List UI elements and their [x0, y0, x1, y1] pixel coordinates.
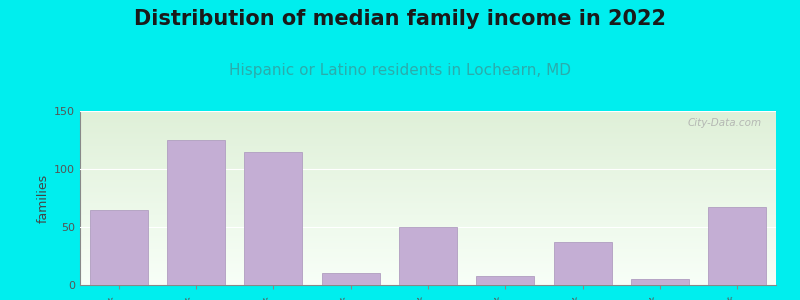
Bar: [708, 207, 766, 285]
Text: City-Data.com: City-Data.com: [688, 118, 762, 128]
Text: Hispanic or Latino residents in Lochearn, MD: Hispanic or Latino residents in Lochearn…: [229, 63, 571, 78]
Bar: [244, 152, 302, 285]
Bar: [554, 242, 612, 285]
Bar: [399, 227, 457, 285]
Bar: [90, 210, 148, 285]
Bar: [631, 279, 689, 285]
Text: Distribution of median family income in 2022: Distribution of median family income in …: [134, 9, 666, 29]
Bar: [322, 273, 380, 285]
Y-axis label: families: families: [37, 173, 50, 223]
Bar: [167, 140, 225, 285]
Bar: [476, 276, 534, 285]
